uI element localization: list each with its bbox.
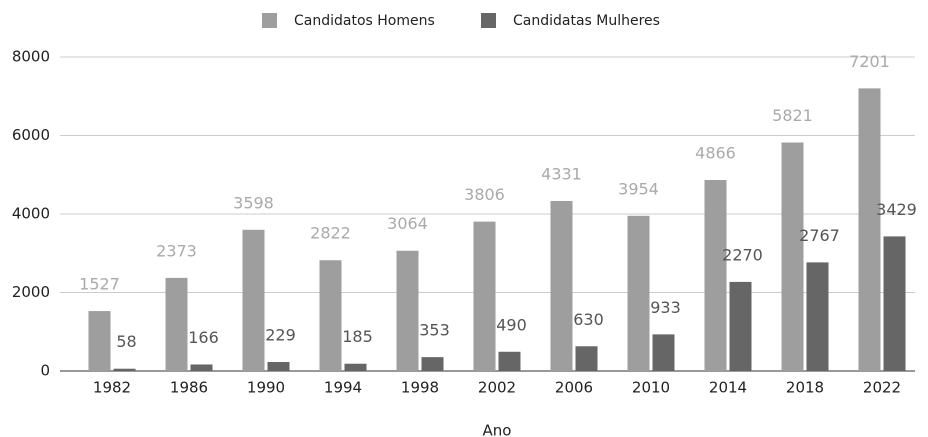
bar [704, 180, 727, 371]
y-tick-label: 8000 [12, 48, 50, 66]
bar [396, 250, 419, 371]
legend-label: Candidatos Homens [294, 13, 435, 29]
value-label: 1527 [79, 275, 120, 294]
bar [883, 236, 906, 371]
value-label: 933 [650, 298, 681, 317]
legend-label: Candidatas Mulheres [513, 13, 660, 29]
bar [627, 215, 650, 371]
value-label: 3806 [464, 185, 505, 204]
bar [88, 311, 111, 371]
x-tick-label: 1982 [93, 379, 131, 397]
bar [190, 364, 213, 371]
value-label: 58 [116, 332, 136, 351]
bar [806, 262, 829, 371]
value-label: 490 [496, 315, 527, 334]
y-tick-label: 6000 [12, 126, 50, 144]
x-tick-label: 2018 [786, 379, 824, 397]
x-tick-label: 2006 [555, 379, 593, 397]
x-tick-label: 1998 [401, 379, 439, 397]
value-label: 2373 [156, 241, 197, 260]
bar [858, 88, 881, 371]
legend-swatch [262, 13, 277, 28]
bar [498, 351, 521, 371]
value-label: 630 [573, 310, 604, 329]
value-label: 229 [265, 326, 296, 345]
bar [473, 221, 496, 371]
value-label: 3429 [876, 200, 917, 219]
bar [421, 357, 444, 371]
value-label: 5821 [772, 106, 813, 125]
x-tick-label: 2002 [478, 379, 516, 397]
bar [575, 346, 598, 371]
bar [652, 334, 675, 371]
value-label: 3598 [233, 193, 274, 212]
bar [550, 201, 573, 371]
y-tick-label: 4000 [12, 205, 50, 223]
bar [781, 142, 804, 371]
bar [165, 277, 188, 371]
x-tick-label: 1994 [324, 379, 362, 397]
x-tick-label: 2022 [863, 379, 901, 397]
value-label: 4866 [695, 144, 736, 163]
value-label: 2767 [799, 226, 840, 245]
value-label: 3954 [618, 179, 659, 198]
bar [267, 362, 290, 371]
value-label: 7201 [849, 52, 890, 71]
bar [729, 281, 752, 371]
bar [242, 229, 265, 371]
x-tick-label: 2014 [709, 379, 747, 397]
value-label: 185 [342, 327, 373, 346]
value-label: 2270 [722, 245, 763, 264]
value-label: 166 [188, 328, 219, 347]
x-tick-label: 2010 [632, 379, 670, 397]
value-label: 4331 [541, 165, 582, 184]
bar [344, 363, 367, 371]
value-label: 2822 [310, 224, 351, 243]
bar [319, 260, 342, 371]
value-label: 3064 [387, 214, 428, 233]
legend-swatch [481, 13, 496, 28]
y-tick-label: 2000 [12, 283, 50, 301]
x-tick-label: 1990 [247, 379, 285, 397]
x-axis-label: Ano [483, 422, 512, 437]
value-label: 353 [419, 321, 450, 340]
bar [113, 368, 136, 371]
y-tick-label: 0 [40, 362, 50, 380]
x-tick-label: 1986 [170, 379, 208, 397]
